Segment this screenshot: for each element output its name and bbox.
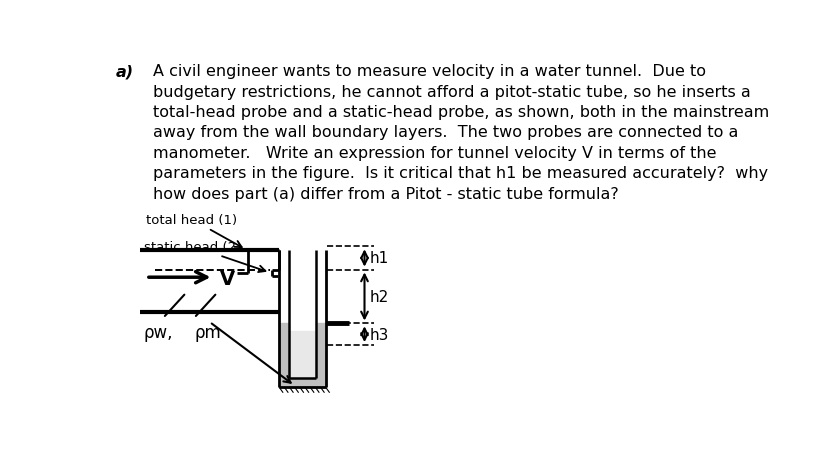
- Text: budgetary restrictions, he cannot afford a pitot-static tube, so he inserts a: budgetary restrictions, he cannot afford…: [153, 84, 751, 100]
- Text: total-head probe and a static-head probe, as shown, both in the mainstream: total-head probe and a static-head probe…: [153, 105, 769, 120]
- Text: ρw,: ρw,: [143, 324, 173, 342]
- Text: h3: h3: [369, 327, 388, 342]
- Text: how does part (a) differ from a Pitot - static tube formula?: how does part (a) differ from a Pitot - …: [153, 186, 618, 201]
- Text: parameters in the figure.  Is it critical that h1 be measured accurately?  why: parameters in the figure. Is it critical…: [153, 166, 768, 181]
- Text: h2: h2: [369, 289, 388, 304]
- Text: h1: h1: [369, 251, 388, 266]
- Text: static head (2): static head (2): [143, 240, 265, 272]
- Text: V: V: [220, 269, 235, 288]
- Text: away from the wall boundary layers.  The two probes are connected to a: away from the wall boundary layers. The …: [153, 125, 738, 140]
- Text: manometer.   Write an expression for tunnel velocity V in terms of the: manometer. Write an expression for tunne…: [153, 145, 717, 160]
- Text: A civil engineer wants to measure velocity in a water tunnel.  Due to: A civil engineer wants to measure veloci…: [153, 64, 706, 79]
- Text: ρm: ρm: [194, 324, 221, 342]
- Text: a): a): [116, 64, 134, 79]
- Text: total head (1): total head (1): [146, 213, 242, 248]
